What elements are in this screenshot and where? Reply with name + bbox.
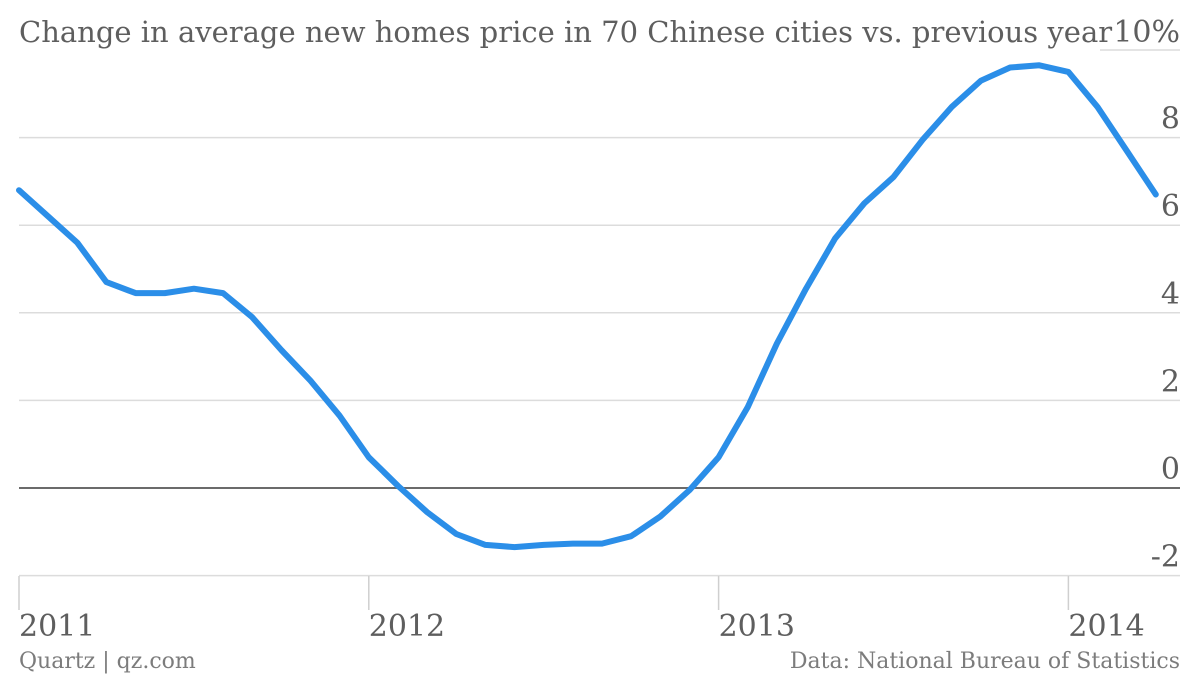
y-tick-label: -2	[1151, 540, 1180, 575]
source-credit: Quartz | qz.com	[19, 649, 196, 674]
x-tick-label: 2014	[1068, 609, 1144, 644]
chart-title: Change in average new homes price in 70 …	[19, 15, 1112, 49]
axis-labels: -2 0 2 4 6 8 10% 2011 2012 2013 2014	[19, 15, 1180, 644]
y-tick-label: 0	[1161, 452, 1180, 487]
y-tick-label: 2	[1161, 364, 1180, 399]
x-axis-ticks	[18, 576, 1070, 610]
data-source: Data: National Bureau of Statistics	[790, 649, 1180, 674]
y-tick-label: 10%	[1113, 15, 1180, 50]
y-tick-label: 8	[1161, 102, 1180, 137]
gridlines	[19, 49, 1180, 577]
price-change-line	[16, 62, 1159, 551]
y-tick-label: 6	[1161, 189, 1180, 224]
x-tick-label: 2011	[19, 609, 95, 644]
y-tick-label: 4	[1161, 277, 1180, 312]
x-tick-label: 2013	[719, 609, 795, 644]
x-tick-label: 2012	[369, 609, 445, 644]
